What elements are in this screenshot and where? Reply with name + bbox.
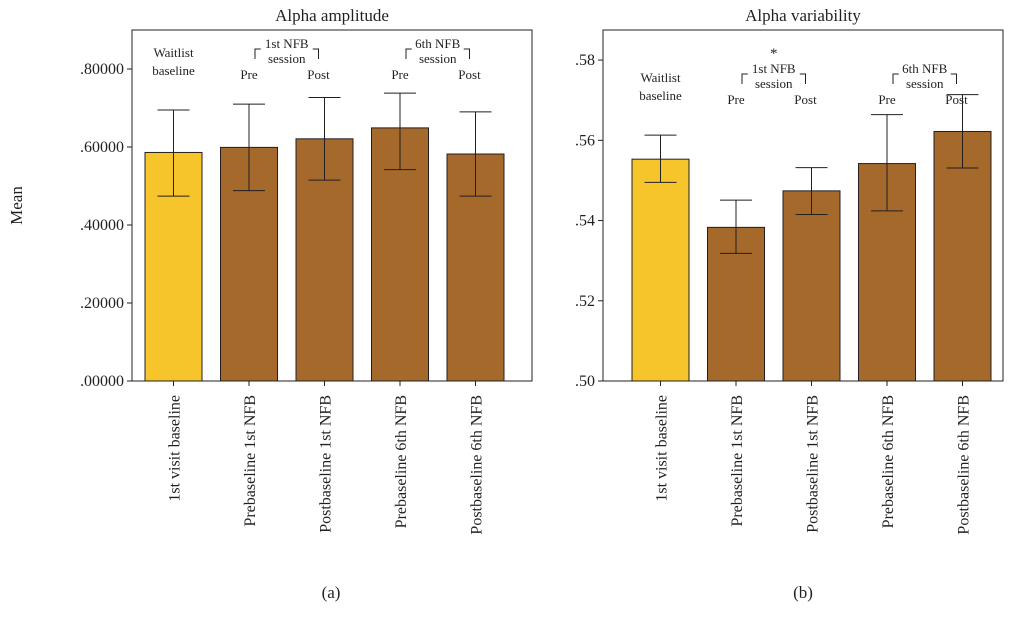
panel-label: (b) bbox=[793, 583, 813, 602]
pre-label: Pre bbox=[727, 92, 745, 107]
session-label: 1st NFB bbox=[265, 36, 309, 51]
waitlist-label: baseline bbox=[639, 88, 682, 103]
pre-label: Pre bbox=[391, 67, 409, 82]
post-label: Post bbox=[794, 92, 817, 107]
session-label: session bbox=[268, 51, 306, 66]
chart-title: Alpha amplitude bbox=[275, 6, 389, 25]
panel-alpha-variability: Alpha variability .50 .52 .54 .56 .58 1st visi… bbox=[575, 6, 1004, 602]
category-label: Postbaseline 1st NFB bbox=[805, 395, 822, 533]
session-label-bg bbox=[411, 37, 464, 51]
category-label: Prebaseline 6th NFB bbox=[880, 395, 897, 528]
y-tick-label: .50 bbox=[575, 373, 595, 390]
waitlist-label: Waitlist bbox=[153, 45, 194, 60]
category-label: 1st visit baseline bbox=[654, 395, 671, 502]
y-tick-label: .56 bbox=[575, 132, 595, 149]
panel-alpha-amplitude: Alpha amplitude .00000 .20000 .40000 .60000.… bbox=[7, 6, 533, 602]
chart-title: Alpha variability bbox=[745, 6, 861, 25]
pre-label: Pre bbox=[240, 67, 258, 82]
session-label: 1st NFB bbox=[752, 61, 796, 76]
session-label: 6th NFB bbox=[415, 36, 460, 51]
bar bbox=[631, 158, 690, 382]
y-tick-label: .60000 bbox=[80, 139, 124, 156]
category-label: Prebaseline 6th NFB bbox=[393, 395, 410, 528]
category-label: Postbaseline 6th NFB bbox=[956, 395, 973, 535]
session-label-bg bbox=[747, 62, 800, 76]
y-tick-label: .20000 bbox=[80, 295, 124, 312]
bar bbox=[933, 130, 992, 382]
waitlist-label: baseline bbox=[152, 63, 195, 78]
y-axis-label: Mean bbox=[7, 186, 26, 225]
y-tick-label: .54 bbox=[575, 213, 595, 230]
session-label-bg bbox=[260, 37, 313, 51]
y-tick-label: .80000 bbox=[80, 61, 124, 78]
panel-label: (a) bbox=[322, 583, 341, 602]
significance-star: * bbox=[770, 46, 778, 62]
session-label: session bbox=[419, 51, 457, 66]
session-label: session bbox=[755, 76, 793, 91]
waitlist-label: Waitlist bbox=[640, 70, 681, 85]
y-tick-label: .58 bbox=[575, 52, 595, 69]
pre-label: Pre bbox=[878, 92, 896, 107]
category-label: Postbaseline 1st NFB bbox=[318, 395, 335, 533]
y-tick-label: .40000 bbox=[80, 217, 124, 234]
session-label: session bbox=[906, 76, 944, 91]
category-label: Postbaseline 6th NFB bbox=[469, 395, 486, 535]
y-tick-label: .00000 bbox=[80, 373, 124, 390]
session-label: 6th NFB bbox=[902, 61, 947, 76]
category-label: Prebaseline 1st NFB bbox=[729, 395, 746, 527]
bar bbox=[782, 190, 841, 382]
post-label: Post bbox=[458, 67, 481, 82]
y-tick-label: .52 bbox=[575, 293, 595, 310]
session-label-bg bbox=[898, 62, 951, 76]
category-label: Prebaseline 1st NFB bbox=[242, 395, 259, 527]
post-label: Post bbox=[945, 92, 968, 107]
post-label: Post bbox=[307, 67, 330, 82]
category-label: 1st visit baseline bbox=[167, 395, 184, 502]
